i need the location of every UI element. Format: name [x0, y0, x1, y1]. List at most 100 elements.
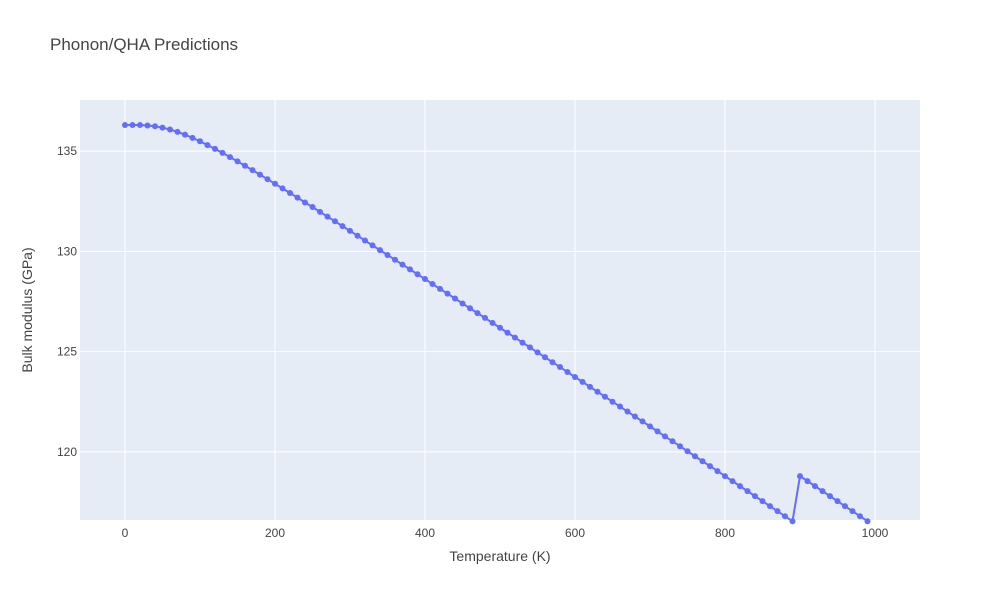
data-point — [684, 448, 691, 455]
data-point — [212, 145, 218, 152]
data-point — [699, 458, 706, 465]
data-point — [317, 208, 323, 215]
data-point — [542, 354, 548, 361]
data-point — [864, 518, 871, 525]
data-point — [242, 162, 248, 169]
data-point — [204, 142, 211, 149]
data-point — [639, 418, 646, 425]
data-point — [129, 122, 136, 129]
data-point — [812, 483, 818, 490]
data-point — [759, 498, 766, 505]
y-tick-label: 125 — [57, 345, 77, 359]
x-axis-label: Temperature (K) — [449, 548, 550, 564]
data-point — [819, 488, 826, 495]
data-point — [572, 374, 578, 381]
chart-title: Phonon/QHA Predictions — [50, 35, 238, 54]
data-point — [722, 473, 728, 480]
data-point — [197, 138, 203, 145]
data-point — [632, 413, 638, 420]
tick-labels: 0 200 400 600 800 1000 120 125 130 135 — [57, 144, 889, 540]
data-point — [159, 124, 166, 131]
data-point — [182, 131, 188, 138]
y-tick-label: 130 — [57, 244, 77, 258]
data-point — [707, 463, 713, 470]
data-point — [594, 388, 601, 395]
data-point — [444, 290, 451, 297]
data-point — [137, 122, 143, 129]
data-point — [452, 295, 458, 302]
data-point — [789, 518, 796, 525]
data-point — [617, 403, 623, 410]
data-point — [219, 149, 226, 156]
x-tick-label: 800 — [715, 526, 735, 540]
data-point — [474, 310, 481, 317]
data-point — [302, 199, 308, 206]
data-point — [122, 122, 128, 129]
data-point — [797, 473, 803, 480]
data-point — [857, 513, 863, 520]
data-point — [347, 227, 353, 234]
data-point — [834, 498, 841, 505]
data-point — [264, 176, 271, 183]
data-point — [692, 453, 698, 460]
data-point — [384, 251, 391, 258]
data-point — [399, 261, 406, 268]
data-point — [827, 493, 833, 500]
data-point — [332, 218, 338, 225]
data-point — [527, 344, 533, 351]
x-tick-label: 0 — [122, 526, 129, 540]
series-line — [125, 124, 869, 523]
data-point — [189, 134, 196, 141]
data-point — [849, 508, 856, 515]
data-point — [549, 359, 556, 366]
data-point — [587, 383, 593, 390]
data-point — [407, 266, 413, 273]
x-tick-label: 200 — [265, 526, 285, 540]
data-point — [467, 305, 473, 312]
data-point — [519, 339, 526, 346]
data-point — [227, 154, 233, 161]
data-point — [842, 503, 848, 510]
data-point — [429, 281, 436, 288]
data-point — [459, 300, 466, 307]
data-point — [647, 423, 653, 430]
data-point — [234, 158, 241, 165]
data-point — [677, 443, 683, 450]
data-point — [354, 232, 361, 239]
data-point — [309, 204, 316, 211]
data-point — [774, 508, 781, 515]
data-point — [602, 393, 608, 400]
data-point — [489, 319, 496, 326]
data-point — [339, 223, 346, 230]
data-point — [504, 329, 511, 336]
data-point — [287, 190, 293, 197]
data-point — [152, 123, 158, 130]
data-point — [482, 314, 488, 321]
data-point — [557, 364, 563, 371]
data-point — [782, 513, 788, 520]
data-point — [392, 256, 398, 263]
data-point — [414, 271, 421, 278]
data-point — [294, 194, 301, 201]
data-point — [249, 167, 256, 174]
data-point — [324, 213, 331, 220]
data-point — [744, 488, 751, 495]
series-layer — [122, 122, 871, 525]
data-point — [167, 126, 173, 133]
data-point — [369, 242, 376, 249]
y-tick-label: 135 — [57, 144, 77, 158]
data-point — [714, 468, 721, 475]
data-point — [662, 433, 668, 440]
y-axis-label: Bulk modulus (GPa) — [19, 247, 35, 372]
data-point — [534, 349, 541, 356]
data-point — [737, 483, 743, 490]
data-point — [257, 171, 263, 178]
x-tick-label: 400 — [415, 526, 435, 540]
data-point — [669, 438, 676, 445]
data-point — [579, 378, 586, 385]
data-point — [362, 237, 368, 244]
data-point — [377, 247, 383, 254]
plot-area — [80, 100, 920, 520]
